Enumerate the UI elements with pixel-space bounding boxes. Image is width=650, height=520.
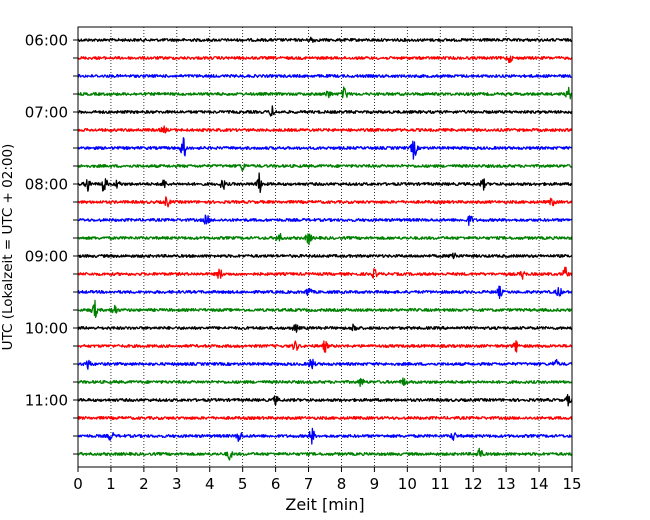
x-tick-label: 6 <box>271 475 281 493</box>
x-tick-label: 7 <box>304 475 314 493</box>
seismic-trace <box>77 105 573 117</box>
x-tick-label: 5 <box>238 475 248 493</box>
y-tick-label: 10:00 <box>25 320 68 338</box>
seismic-trace <box>77 86 573 100</box>
x-tick-label: 14 <box>530 475 549 493</box>
x-axis-ticks: 0 1 2 3 4 5 6 7 8 9 10 11 12 13 14 15 <box>73 467 582 493</box>
seismic-trace <box>77 73 573 79</box>
seismic-trace <box>77 125 573 134</box>
y-tick-label: 08:00 <box>25 176 68 194</box>
seismic-trace <box>77 196 573 208</box>
x-tick-label: 15 <box>562 475 581 493</box>
seismic-trace <box>77 36 573 43</box>
x-tick-label: 9 <box>370 475 380 493</box>
seismic-trace <box>77 252 573 260</box>
x-tick-label: 2 <box>139 475 149 493</box>
plot-area-frame <box>77 26 573 468</box>
seismic-trace <box>77 427 573 445</box>
seismic-trace <box>77 358 573 370</box>
x-tick-label: 8 <box>337 475 347 493</box>
seismic-trace <box>77 323 573 333</box>
seismic-trace <box>77 232 573 246</box>
seismic-trace <box>77 214 573 227</box>
y-tick-label: 11:00 <box>25 392 68 410</box>
x-tick-label: 11 <box>431 475 450 493</box>
y-axis-ticks: 06:00 07:00 08:00 09:00 10:00 11:00 <box>25 32 78 455</box>
y-axis-label: UTC (Lokalzeit = UTC + 02:00) <box>0 144 16 351</box>
x-axis-label: Zeit [min] <box>285 495 364 514</box>
x-tick-label: 13 <box>497 475 516 493</box>
y-tick-label: 09:00 <box>25 248 68 266</box>
y-tick-label: 07:00 <box>25 104 68 122</box>
seismic-trace <box>77 377 573 388</box>
x-tick-label: 12 <box>464 475 483 493</box>
x-tick-label: 1 <box>106 475 116 493</box>
seismic-trace <box>77 163 573 172</box>
x-tick-label: 0 <box>73 475 83 493</box>
seismic-trace <box>77 172 573 194</box>
x-tick-label: 4 <box>205 475 215 493</box>
seismic-trace <box>77 285 573 300</box>
x-tick-label: 3 <box>172 475 182 493</box>
seismic-trace <box>77 299 573 319</box>
seismic-trace <box>77 447 573 461</box>
y-tick-label: 06:00 <box>25 32 68 50</box>
grid-lines <box>110 27 540 467</box>
trace-layer <box>77 36 573 461</box>
seismic-trace <box>77 266 573 280</box>
seismic-trace <box>77 55 573 64</box>
seismic-trace <box>77 415 573 421</box>
seismic-trace <box>77 137 573 160</box>
x-tick-label: 10 <box>398 475 417 493</box>
seismic-trace <box>77 340 573 353</box>
seismic-trace <box>77 393 573 407</box>
